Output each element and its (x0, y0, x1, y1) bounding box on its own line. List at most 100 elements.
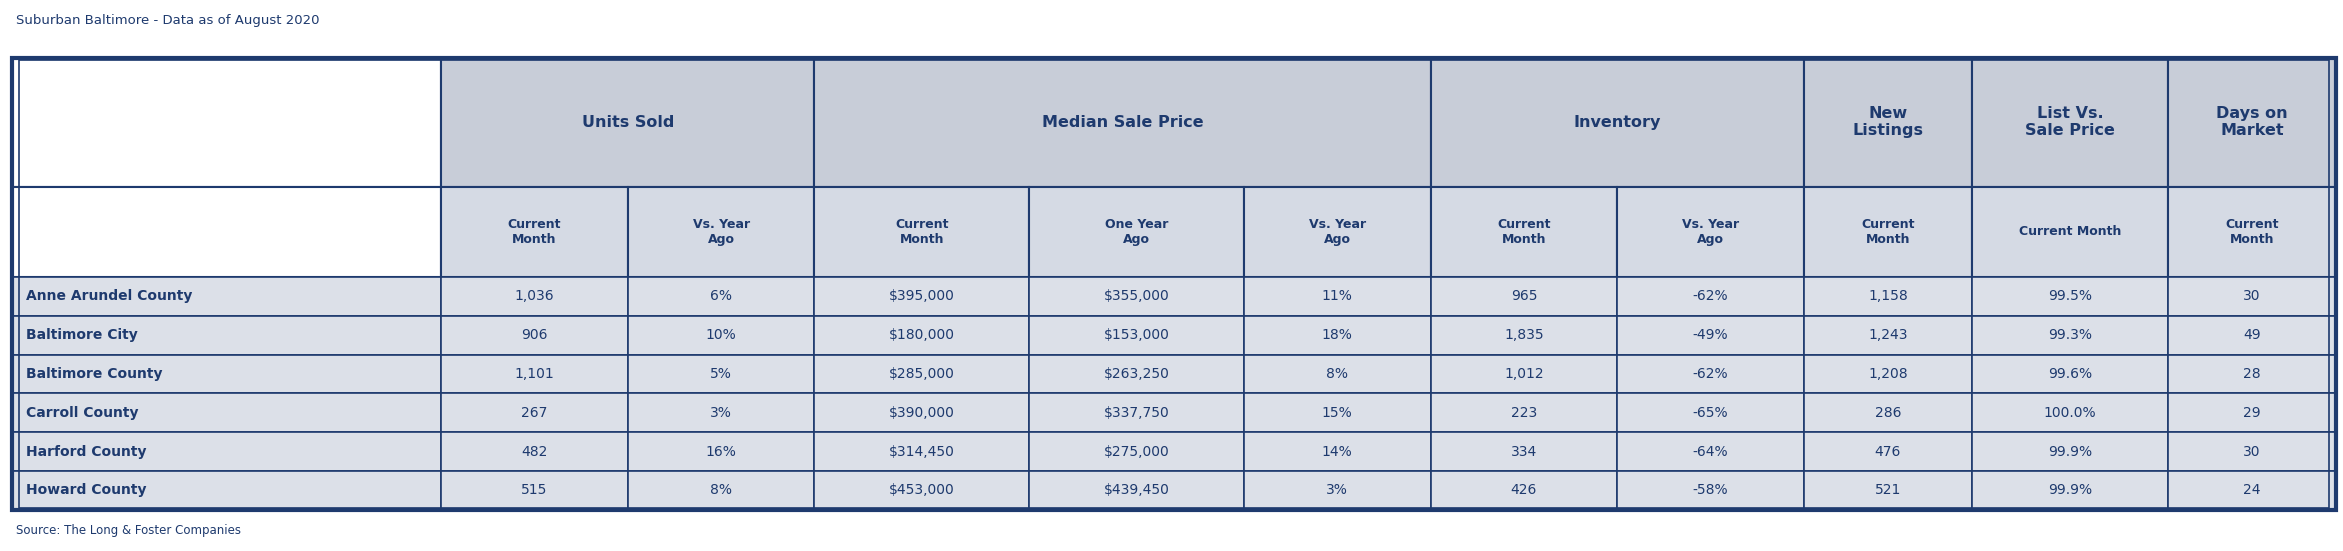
Bar (1804, 471, 1973, 510)
Text: 334: 334 (1511, 445, 1537, 458)
Bar (12, 277, 440, 316)
Text: 286: 286 (1874, 406, 1900, 420)
Bar (440, 277, 628, 316)
Text: 8%: 8% (1326, 367, 1347, 381)
Bar (1804, 277, 1973, 316)
Bar (2167, 432, 2336, 471)
Text: $153,000: $153,000 (1104, 328, 1169, 342)
Bar (1432, 277, 1617, 316)
Text: $355,000: $355,000 (1104, 289, 1169, 304)
Bar (12, 316, 440, 354)
Text: 1,012: 1,012 (1504, 367, 1544, 381)
Bar (1432, 471, 1617, 510)
Bar (2167, 187, 2336, 277)
Text: One Year
Ago: One Year Ago (1106, 218, 1169, 246)
Text: 1,101: 1,101 (515, 367, 555, 381)
Text: -64%: -64% (1692, 445, 1729, 458)
Bar (1617, 316, 1804, 354)
Bar (1029, 432, 1244, 471)
Bar (1029, 354, 1244, 393)
Text: -65%: -65% (1692, 406, 1729, 420)
Bar (1029, 393, 1244, 432)
Text: 1,243: 1,243 (1867, 328, 1907, 342)
Text: 906: 906 (520, 328, 548, 342)
Bar (628, 277, 815, 316)
Text: 15%: 15% (1321, 406, 1352, 420)
Text: $439,450: $439,450 (1104, 483, 1169, 498)
Text: Vs. Year
Ago: Vs. Year Ago (1310, 218, 1366, 246)
Bar (1244, 432, 1432, 471)
Bar (440, 58, 815, 187)
Text: -49%: -49% (1692, 328, 1729, 342)
Text: 30: 30 (2242, 445, 2261, 458)
Bar (1973, 187, 2167, 277)
Text: 99.9%: 99.9% (2048, 483, 2092, 498)
Text: 18%: 18% (1321, 328, 1352, 342)
Text: 28: 28 (2242, 367, 2261, 381)
Text: $275,000: $275,000 (1104, 445, 1169, 458)
Bar (12, 58, 440, 187)
Bar (1029, 471, 1244, 510)
Text: 1,036: 1,036 (515, 289, 555, 304)
Bar (440, 432, 628, 471)
Bar (1617, 187, 1804, 277)
Text: Current
Month: Current Month (2226, 218, 2280, 246)
Bar (440, 354, 628, 393)
Text: -62%: -62% (1692, 367, 1729, 381)
Bar (1432, 316, 1617, 354)
Text: Vs. Year
Ago: Vs. Year Ago (1682, 218, 1739, 246)
Bar (1617, 471, 1804, 510)
Text: 515: 515 (520, 483, 548, 498)
Bar (815, 354, 1029, 393)
Bar (815, 316, 1029, 354)
Text: 965: 965 (1511, 289, 1537, 304)
Bar (12, 432, 440, 471)
Bar (1973, 432, 2167, 471)
Bar (1973, 471, 2167, 510)
Bar (12, 58, 2336, 510)
Text: 99.3%: 99.3% (2048, 328, 2092, 342)
Text: 482: 482 (520, 445, 548, 458)
Text: Current
Month: Current Month (895, 218, 949, 246)
Bar (440, 471, 628, 510)
Bar (1973, 393, 2167, 432)
Text: 8%: 8% (710, 483, 731, 498)
Text: -62%: -62% (1692, 289, 1729, 304)
Text: $337,750: $337,750 (1104, 406, 1169, 420)
Text: 1,158: 1,158 (1867, 289, 1907, 304)
Bar (1432, 393, 1617, 432)
Bar (815, 471, 1029, 510)
Bar (440, 316, 628, 354)
Bar (1432, 187, 1617, 277)
Bar (440, 393, 628, 432)
Bar (628, 393, 815, 432)
Bar (1973, 277, 2167, 316)
Bar (1244, 277, 1432, 316)
Bar (815, 187, 1029, 277)
Bar (1617, 354, 1804, 393)
Text: Harford County: Harford County (26, 445, 145, 458)
Text: 99.9%: 99.9% (2048, 445, 2092, 458)
Text: $390,000: $390,000 (888, 406, 954, 420)
Text: Current
Month: Current Month (1497, 218, 1551, 246)
Bar (1804, 58, 1973, 187)
Bar (2167, 277, 2336, 316)
Bar (2167, 393, 2336, 432)
Bar (12, 393, 440, 432)
Bar (815, 58, 1432, 187)
Text: Suburban Baltimore - Data as of August 2020: Suburban Baltimore - Data as of August 2… (16, 14, 321, 27)
Bar (1244, 316, 1432, 354)
Text: Anne Arundel County: Anne Arundel County (26, 289, 192, 304)
Bar (628, 187, 815, 277)
Bar (628, 432, 815, 471)
Bar (815, 393, 1029, 432)
Text: Carroll County: Carroll County (26, 406, 138, 420)
Bar (1029, 316, 1244, 354)
Text: Vs. Year
Ago: Vs. Year Ago (694, 218, 750, 246)
Text: 99.6%: 99.6% (2048, 367, 2092, 381)
Bar (12, 354, 440, 393)
Text: Current
Month: Current Month (1860, 218, 1914, 246)
Text: 6%: 6% (710, 289, 731, 304)
Bar (2167, 316, 2336, 354)
Text: Days on
Market: Days on Market (2216, 106, 2287, 138)
